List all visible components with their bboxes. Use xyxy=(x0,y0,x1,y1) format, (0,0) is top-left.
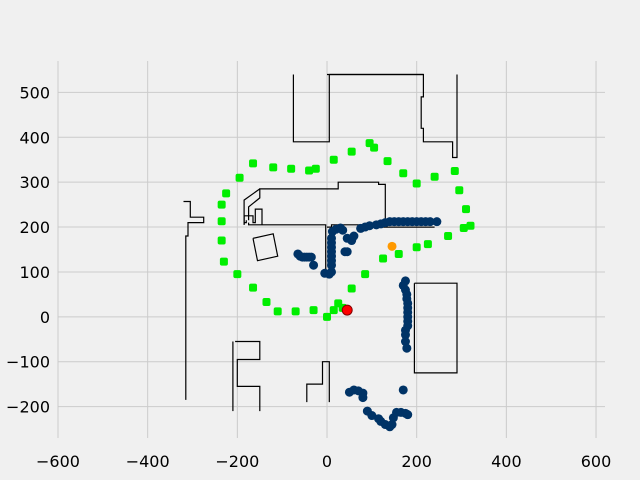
observation-point xyxy=(367,411,377,421)
waypoint-marker xyxy=(412,179,421,188)
waypoint-marker xyxy=(423,240,432,249)
y-tick-label: 400 xyxy=(19,128,50,147)
wall-segment xyxy=(413,282,458,374)
x-tick-label: −400 xyxy=(126,452,170,471)
x-tick-label: 400 xyxy=(491,452,522,471)
wall-segment xyxy=(292,74,330,143)
target-point xyxy=(387,241,397,251)
wall-segment xyxy=(248,181,386,221)
y-tick-label: −100 xyxy=(6,353,50,372)
waypoint-marker xyxy=(273,307,282,316)
wall-segment xyxy=(235,340,261,412)
observation-point xyxy=(338,225,348,235)
robot-point xyxy=(341,304,353,316)
waypoint-marker xyxy=(347,284,356,293)
observation-point xyxy=(358,393,368,403)
observation-point xyxy=(349,231,359,241)
wall-segment xyxy=(252,233,279,262)
waypoint-marker xyxy=(430,172,439,181)
observation-point xyxy=(403,410,413,420)
waypoint-marker xyxy=(217,236,226,245)
waypoint-marker xyxy=(383,157,392,166)
waypoint-marker xyxy=(235,173,244,182)
y-tick-label: 500 xyxy=(19,83,50,102)
waypoint-marker xyxy=(219,257,228,266)
y-axis-tick-labels: −200 −100 0 100 200 300 400 500 xyxy=(6,83,50,416)
x-tick-label: −600 xyxy=(36,452,80,471)
observation-point xyxy=(327,267,336,277)
observation-point xyxy=(309,260,319,270)
waypoint-marker xyxy=(329,306,338,315)
waypoint-marker xyxy=(347,147,356,156)
x-tick-label: −200 xyxy=(215,452,259,471)
waypoint-marker xyxy=(262,298,271,307)
x-tick-label: 0 xyxy=(322,452,332,471)
observation-point xyxy=(432,217,442,227)
observation-point xyxy=(306,252,316,262)
waypoint-marker xyxy=(466,221,475,230)
waypoint-marker xyxy=(399,169,408,178)
waypoint-marker xyxy=(459,223,468,232)
waypoint-marker xyxy=(444,232,453,241)
y-tick-label: −200 xyxy=(6,398,50,417)
waypoint-marker xyxy=(269,163,278,172)
waypoint-marker xyxy=(412,243,421,252)
waypoint-marker xyxy=(217,200,226,209)
special-markers xyxy=(341,241,397,316)
x-tick-label: 600 xyxy=(581,452,612,471)
waypoint-marker xyxy=(370,143,379,152)
waypoint-marker xyxy=(233,270,242,279)
observation-point xyxy=(402,343,412,353)
y-tick-label: 300 xyxy=(19,173,50,192)
y-tick-label: 0 xyxy=(40,308,50,327)
waypoint-marker xyxy=(323,312,332,321)
wall-segment xyxy=(243,208,263,225)
waypoint-marker xyxy=(311,164,320,173)
waypoint-marker xyxy=(309,306,318,315)
observation-points xyxy=(293,217,442,432)
waypoint-marker xyxy=(287,164,296,173)
observation-point xyxy=(400,337,410,347)
observation-point xyxy=(365,221,375,231)
observation-point xyxy=(400,330,410,340)
observation-point xyxy=(327,233,336,243)
x-axis-tick-labels: −600 −400 −200 0 200 400 600 xyxy=(36,452,611,471)
waypoint-marker xyxy=(329,155,338,164)
wall-segment xyxy=(306,361,330,403)
waypoint-marker xyxy=(222,189,231,198)
wall-segment xyxy=(183,200,205,400)
waypoint-marker xyxy=(249,159,258,168)
waypoint-marker xyxy=(379,254,388,263)
y-tick-label: 100 xyxy=(19,263,50,282)
wall-segment xyxy=(327,73,458,159)
x-tick-label: 200 xyxy=(401,452,432,471)
waypoint-marker xyxy=(249,283,258,292)
waypoint-marker xyxy=(455,186,464,195)
waypoint-marker xyxy=(305,166,314,175)
waypoint-marker xyxy=(361,270,370,279)
y-tick-label: 200 xyxy=(19,218,50,237)
observation-point xyxy=(398,385,408,395)
waypoint-marker xyxy=(217,217,226,226)
waypoint-marker xyxy=(291,307,300,316)
observation-point xyxy=(425,217,435,227)
waypoint-marker xyxy=(462,205,471,214)
waypoint-marker xyxy=(394,249,403,258)
waypoint-markers xyxy=(217,139,475,321)
waypoint-marker xyxy=(450,166,459,175)
observation-point xyxy=(342,247,352,257)
observation-point xyxy=(387,420,397,430)
